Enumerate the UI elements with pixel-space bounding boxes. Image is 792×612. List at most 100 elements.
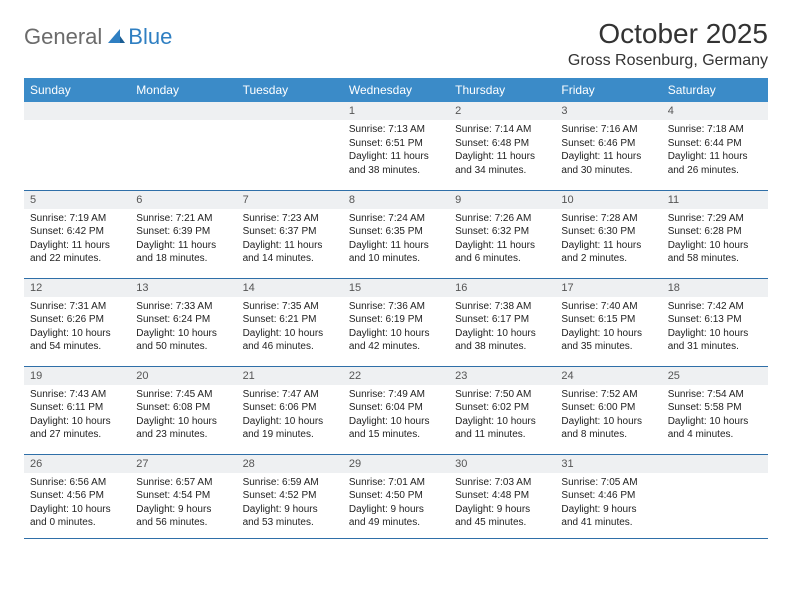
weekday-header: Wednesday: [343, 78, 449, 102]
day-number: 26: [24, 455, 130, 473]
calendar-cell: 5Sunrise: 7:19 AMSunset: 6:42 PMDaylight…: [24, 190, 130, 278]
weekday-header: Sunday: [24, 78, 130, 102]
day-details: Sunrise: 7:54 AMSunset: 5:58 PMDaylight:…: [662, 385, 768, 446]
day-number: 11: [662, 191, 768, 209]
month-title: October 2025: [568, 18, 768, 50]
day-details: Sunrise: 7:23 AMSunset: 6:37 PMDaylight:…: [237, 209, 343, 270]
day-details: Sunrise: 7:01 AMSunset: 4:50 PMDaylight:…: [343, 473, 449, 534]
calendar-page: General Blue October 2025 Gross Rosenbur…: [0, 0, 792, 557]
location: Gross Rosenburg, Germany: [568, 52, 768, 70]
day-details: Sunrise: 7:18 AMSunset: 6:44 PMDaylight:…: [662, 120, 768, 181]
day-details: Sunrise: 7:31 AMSunset: 6:26 PMDaylight:…: [24, 297, 130, 358]
day-details: Sunrise: 7:52 AMSunset: 6:00 PMDaylight:…: [555, 385, 661, 446]
calendar-row: 26Sunrise: 6:56 AMSunset: 4:56 PMDayligh…: [24, 454, 768, 538]
weekday-header: Saturday: [662, 78, 768, 102]
calendar-cell: 22Sunrise: 7:49 AMSunset: 6:04 PMDayligh…: [343, 366, 449, 454]
calendar-cell: 28Sunrise: 6:59 AMSunset: 4:52 PMDayligh…: [237, 454, 343, 538]
day-number: 12: [24, 279, 130, 297]
day-details: Sunrise: 7:38 AMSunset: 6:17 PMDaylight:…: [449, 297, 555, 358]
calendar-head: SundayMondayTuesdayWednesdayThursdayFrid…: [24, 78, 768, 102]
logo: General Blue: [24, 24, 172, 50]
calendar-cell-empty: [662, 454, 768, 538]
calendar-row: 5Sunrise: 7:19 AMSunset: 6:42 PMDaylight…: [24, 190, 768, 278]
day-details: Sunrise: 7:21 AMSunset: 6:39 PMDaylight:…: [130, 209, 236, 270]
day-details: Sunrise: 7:13 AMSunset: 6:51 PMDaylight:…: [343, 120, 449, 181]
calendar-cell: 1Sunrise: 7:13 AMSunset: 6:51 PMDaylight…: [343, 102, 449, 190]
day-details: Sunrise: 7:43 AMSunset: 6:11 PMDaylight:…: [24, 385, 130, 446]
day-details: Sunrise: 6:59 AMSunset: 4:52 PMDaylight:…: [237, 473, 343, 534]
day-number: 10: [555, 191, 661, 209]
calendar-cell: 7Sunrise: 7:23 AMSunset: 6:37 PMDaylight…: [237, 190, 343, 278]
weekday-header: Tuesday: [237, 78, 343, 102]
calendar-cell: 26Sunrise: 6:56 AMSunset: 4:56 PMDayligh…: [24, 454, 130, 538]
calendar-cell-empty: [130, 102, 236, 190]
day-number: 30: [449, 455, 555, 473]
calendar-cell: 19Sunrise: 7:43 AMSunset: 6:11 PMDayligh…: [24, 366, 130, 454]
logo-word1: General: [24, 24, 102, 50]
day-number: 27: [130, 455, 236, 473]
day-details: Sunrise: 7:45 AMSunset: 6:08 PMDaylight:…: [130, 385, 236, 446]
weekday-row: SundayMondayTuesdayWednesdayThursdayFrid…: [24, 78, 768, 102]
calendar-cell: 15Sunrise: 7:36 AMSunset: 6:19 PMDayligh…: [343, 278, 449, 366]
day-details: Sunrise: 7:28 AMSunset: 6:30 PMDaylight:…: [555, 209, 661, 270]
calendar-cell: 27Sunrise: 6:57 AMSunset: 4:54 PMDayligh…: [130, 454, 236, 538]
calendar-cell-empty: [24, 102, 130, 190]
day-details: Sunrise: 7:26 AMSunset: 6:32 PMDaylight:…: [449, 209, 555, 270]
day-details: Sunrise: 7:19 AMSunset: 6:42 PMDaylight:…: [24, 209, 130, 270]
calendar-row: 12Sunrise: 7:31 AMSunset: 6:26 PMDayligh…: [24, 278, 768, 366]
logo-word2: Blue: [128, 24, 172, 50]
day-details: Sunrise: 6:57 AMSunset: 4:54 PMDaylight:…: [130, 473, 236, 534]
weekday-header: Thursday: [449, 78, 555, 102]
calendar-cell-empty: [237, 102, 343, 190]
day-number: 2: [449, 102, 555, 120]
day-number: 6: [130, 191, 236, 209]
calendar-cell: 30Sunrise: 7:03 AMSunset: 4:48 PMDayligh…: [449, 454, 555, 538]
day-details: Sunrise: 7:50 AMSunset: 6:02 PMDaylight:…: [449, 385, 555, 446]
day-details: Sunrise: 7:42 AMSunset: 6:13 PMDaylight:…: [662, 297, 768, 358]
day-number: 25: [662, 367, 768, 385]
day-details: Sunrise: 7:33 AMSunset: 6:24 PMDaylight:…: [130, 297, 236, 358]
day-details: Sunrise: 7:05 AMSunset: 4:46 PMDaylight:…: [555, 473, 661, 534]
day-details: Sunrise: 7:24 AMSunset: 6:35 PMDaylight:…: [343, 209, 449, 270]
day-number: 18: [662, 279, 768, 297]
title-block: October 2025 Gross Rosenburg, Germany: [568, 18, 768, 70]
calendar-cell: 4Sunrise: 7:18 AMSunset: 6:44 PMDaylight…: [662, 102, 768, 190]
calendar-table: SundayMondayTuesdayWednesdayThursdayFrid…: [24, 78, 768, 539]
day-number: 3: [555, 102, 661, 120]
day-number: 8: [343, 191, 449, 209]
day-details: Sunrise: 7:36 AMSunset: 6:19 PMDaylight:…: [343, 297, 449, 358]
day-number: 7: [237, 191, 343, 209]
calendar-cell: 13Sunrise: 7:33 AMSunset: 6:24 PMDayligh…: [130, 278, 236, 366]
day-number: 13: [130, 279, 236, 297]
calendar-cell: 16Sunrise: 7:38 AMSunset: 6:17 PMDayligh…: [449, 278, 555, 366]
day-details: Sunrise: 7:35 AMSunset: 6:21 PMDaylight:…: [237, 297, 343, 358]
day-number: 23: [449, 367, 555, 385]
calendar-row: 1Sunrise: 7:13 AMSunset: 6:51 PMDaylight…: [24, 102, 768, 190]
calendar-cell: 24Sunrise: 7:52 AMSunset: 6:00 PMDayligh…: [555, 366, 661, 454]
weekday-header: Friday: [555, 78, 661, 102]
calendar-row: 19Sunrise: 7:43 AMSunset: 6:11 PMDayligh…: [24, 366, 768, 454]
calendar-cell: 9Sunrise: 7:26 AMSunset: 6:32 PMDaylight…: [449, 190, 555, 278]
day-number: 29: [343, 455, 449, 473]
calendar-cell: 12Sunrise: 7:31 AMSunset: 6:26 PMDayligh…: [24, 278, 130, 366]
calendar-cell: 25Sunrise: 7:54 AMSunset: 5:58 PMDayligh…: [662, 366, 768, 454]
calendar-body: 1Sunrise: 7:13 AMSunset: 6:51 PMDaylight…: [24, 102, 768, 538]
calendar-cell: 8Sunrise: 7:24 AMSunset: 6:35 PMDaylight…: [343, 190, 449, 278]
day-number: 9: [449, 191, 555, 209]
day-number: 22: [343, 367, 449, 385]
day-number: 1: [343, 102, 449, 120]
calendar-cell: 31Sunrise: 7:05 AMSunset: 4:46 PMDayligh…: [555, 454, 661, 538]
calendar-cell: 29Sunrise: 7:01 AMSunset: 4:50 PMDayligh…: [343, 454, 449, 538]
calendar-cell: 6Sunrise: 7:21 AMSunset: 6:39 PMDaylight…: [130, 190, 236, 278]
day-details: Sunrise: 7:49 AMSunset: 6:04 PMDaylight:…: [343, 385, 449, 446]
day-details: Sunrise: 7:14 AMSunset: 6:48 PMDaylight:…: [449, 120, 555, 181]
calendar-cell: 10Sunrise: 7:28 AMSunset: 6:30 PMDayligh…: [555, 190, 661, 278]
header: General Blue October 2025 Gross Rosenbur…: [24, 18, 768, 70]
calendar-cell: 2Sunrise: 7:14 AMSunset: 6:48 PMDaylight…: [449, 102, 555, 190]
day-number: 28: [237, 455, 343, 473]
day-details: Sunrise: 7:16 AMSunset: 6:46 PMDaylight:…: [555, 120, 661, 181]
calendar-cell: 20Sunrise: 7:45 AMSunset: 6:08 PMDayligh…: [130, 366, 236, 454]
day-number: 15: [343, 279, 449, 297]
day-number: 16: [449, 279, 555, 297]
day-number: 24: [555, 367, 661, 385]
